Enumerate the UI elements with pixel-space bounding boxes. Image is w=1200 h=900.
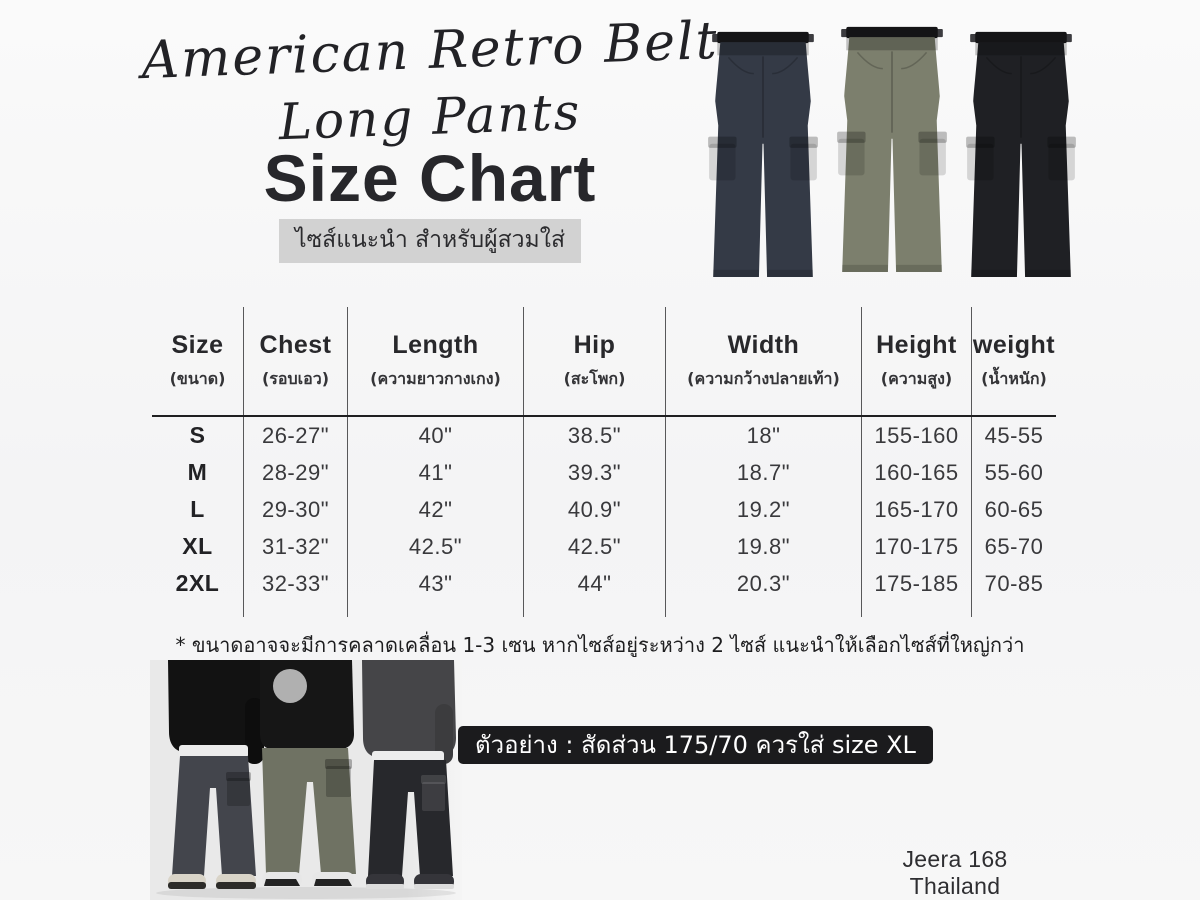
cell-s-height: 155-160 <box>861 416 972 454</box>
column-header-hip: Hip (สะโพก) <box>523 307 666 417</box>
spacer-cell <box>152 602 244 617</box>
size-table-body: S 26-27" 40" 38.5" 18" 155-160 45-55 M 28-29" 41"… <box>152 416 1056 617</box>
cell-xl-hip: 42.5" <box>523 528 666 565</box>
pants-image-black <box>960 24 1082 292</box>
cell-2xl-hip: 44" <box>523 565 666 602</box>
cell-2xl-length: 43" <box>347 565 524 602</box>
spacer-cell <box>523 602 666 617</box>
cell-xl-length: 42.5" <box>347 528 524 565</box>
cell-l-height: 165-170 <box>861 491 972 528</box>
cell-l-width: 19.2" <box>665 491 862 528</box>
table-spacer-row <box>152 602 1056 617</box>
model-photo-illustration <box>156 660 456 899</box>
cell-xl-height: 170-175 <box>861 528 972 565</box>
cell-xl-chest: 31-32" <box>243 528 348 565</box>
cell-s-size: S <box>152 416 244 454</box>
spacer-cell <box>243 602 348 617</box>
column-header-width: Width (ความกว้างปลายเท้า) <box>665 307 862 417</box>
model-photo <box>150 660 462 900</box>
column-header-size: Size (ขนาด) <box>152 307 244 417</box>
size-chart-heading: Size Chart <box>263 141 597 216</box>
cell-s-width: 18" <box>665 416 862 454</box>
cell-xl-size: XL <box>152 528 244 565</box>
spacer-cell <box>347 602 524 617</box>
cell-l-size: L <box>152 491 244 528</box>
size-row-l: L 29-30" 42" 40.9" 19.2" 165-170 60-65 <box>152 491 1056 528</box>
size-row-m: M 28-29" 41" 39.3" 18.7" 160-165 55-60 <box>152 454 1056 491</box>
script-title-line1: American Retro Belt <box>140 10 720 92</box>
size-table-wrap: Size (ขนาด) Chest (รอบเอว) Length (ความยาวกาง… <box>152 307 1056 617</box>
hero-header: American Retro Belt Long Pants Size Char… <box>140 10 720 264</box>
cell-m-width: 18.7" <box>665 454 862 491</box>
column-header-height: Height (ความสูง) <box>861 307 972 417</box>
size-row-xl: XL 31-32" 42.5" 42.5" 19.8" 170-175 65-70 <box>152 528 1056 565</box>
size-footnote: * ขนาดอาจจะมีการคลาดเคลื่อน 1-3 เซน หากไ… <box>175 633 1025 657</box>
cell-xl-width: 19.8" <box>665 528 862 565</box>
column-header-chest: Chest (รอบเอว) <box>243 307 348 417</box>
model-figure-2 <box>260 660 356 887</box>
spacer-cell <box>861 602 972 617</box>
column-header-length: Length (ความยาวกางเกง) <box>347 307 524 417</box>
cell-m-size: M <box>152 454 244 491</box>
size-table-head: Size (ขนาด) Chest (รอบเอว) Length (ความยาวกาง… <box>152 307 1056 417</box>
size-row-s: S 26-27" 40" 38.5" 18" 155-160 45-55 <box>152 416 1056 454</box>
thai-subtitle: ไซส์แนะนำ สำหรับผู้สวมใส่ <box>279 219 581 264</box>
cell-2xl-width: 20.3" <box>665 565 862 602</box>
cell-2xl-height: 175-185 <box>861 565 972 602</box>
cell-s-weight: 45-55 <box>984 422 1044 448</box>
cell-m-chest: 28-29" <box>243 454 348 491</box>
cell-m-weight: 55-60 <box>984 459 1044 485</box>
cell-s-hip: 38.5" <box>523 416 666 454</box>
cell-m-length: 41" <box>347 454 524 491</box>
cell-l-length: 42" <box>347 491 524 528</box>
spacer-cell <box>665 602 862 617</box>
cell-2xl-weight: 70-85 <box>984 570 1044 596</box>
spacer-cell <box>972 602 1057 617</box>
pants-image-navy <box>702 24 824 292</box>
model-figure-3 <box>362 660 456 889</box>
cell-2xl-size: 2XL <box>152 565 244 602</box>
product-pants-row <box>702 24 1082 296</box>
cell-m-hip: 39.3" <box>523 454 666 491</box>
cell-m-height: 160-165 <box>861 454 972 491</box>
cell-xl-weight: 65-70 <box>984 533 1044 559</box>
brand-name: Jeera 168 Thailand <box>902 846 1008 899</box>
cell-l-chest: 29-30" <box>243 491 348 528</box>
script-title-line2: Long Pants <box>277 82 583 151</box>
example-size-banner: ตัวอย่าง : สัดส่วน 175/70 ควรใส่ size XL <box>458 726 933 764</box>
cell-s-length: 40" <box>347 416 524 454</box>
cell-l-weight: 60-65 <box>984 496 1044 522</box>
model-figure-1 <box>168 660 264 889</box>
size-table: Size (ขนาด) Chest (รอบเอว) Length (ความยาวกาง… <box>152 307 1056 617</box>
column-header-weight: weight (น้ำหนัก) <box>971 307 1056 417</box>
size-row-2xl: 2XL 32-33" 43" 44" 20.3" 175-185 70-85 <box>152 565 1056 602</box>
cell-2xl-chest: 32-33" <box>243 565 348 602</box>
cell-s-chest: 26-27" <box>243 416 348 454</box>
pants-image-olive <box>831 19 953 287</box>
cell-l-hip: 40.9" <box>523 491 666 528</box>
